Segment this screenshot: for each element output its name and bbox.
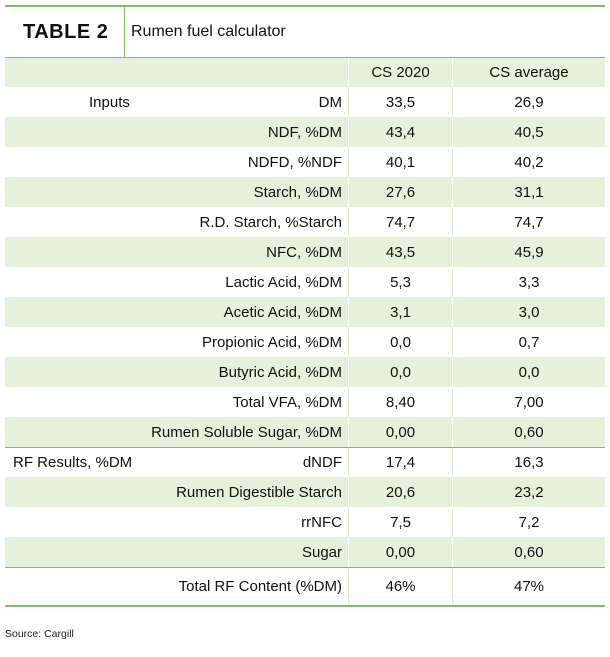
row-label: Rumen Soluble Sugar, %DM <box>151 423 342 441</box>
cell-cs2020: 17,4 <box>348 448 452 477</box>
cell-cs2020: 0,0 <box>348 357 452 387</box>
row-label: dNDF <box>302 454 342 471</box>
table-row: Acetic Acid, %DM 3,1 3,0 <box>5 297 605 327</box>
cell-cs2020: 0,00 <box>348 417 452 447</box>
row-label: Total VFA, %DM <box>232 393 342 411</box>
cell-cs2020: 0,0 <box>348 327 452 357</box>
cell-csaverage: 40,2 <box>452 147 599 177</box>
cell-cs2020: 43,5 <box>348 237 452 267</box>
cell-csaverage: 3,3 <box>452 267 599 297</box>
row-label: NDF, %DM <box>267 123 342 141</box>
row-label: Acetic Acid, %DM <box>223 303 342 321</box>
row-label: rrNFC <box>301 513 342 531</box>
row-label: Sugar <box>301 543 342 561</box>
row-label: NDFD, %NDF <box>247 153 342 171</box>
total-csaverage: 47% <box>452 568 599 605</box>
table-row: RF Results, %DM dNDF 17,4 16,3 <box>5 447 605 477</box>
cell-csaverage: 7,2 <box>452 507 599 537</box>
table-number: TABLE 2 <box>5 7 125 57</box>
table-row: Propionic Acid, %DM 0,0 0,7 <box>5 327 605 357</box>
group-cell <box>5 327 145 357</box>
group-cell <box>5 147 145 177</box>
group-cell <box>5 507 145 537</box>
row-label: Lactic Acid, %DM <box>225 273 342 291</box>
group-cell <box>5 267 145 297</box>
cell-csaverage: 74,7 <box>452 207 599 237</box>
cell-cs2020: 8,40 <box>348 387 452 417</box>
cell-cs2020: 43,4 <box>348 117 452 147</box>
table-row: Inputs DM 33,5 26,9 <box>5 87 605 117</box>
table-row: Rumen Digestible Starch 20,6 23,2 <box>5 477 605 507</box>
table-header-row: CS 2020 CS average <box>5 57 605 87</box>
table-row: NFC, %DM 43,5 45,9 <box>5 237 605 267</box>
cell-cs2020: 3,1 <box>348 297 452 327</box>
group-label-inputs: Inputs <box>89 93 130 111</box>
cell-csaverage: 0,0 <box>452 357 599 387</box>
column-header-cs2020: CS 2020 <box>348 58 452 87</box>
row-label: Butyric Acid, %DM <box>218 363 342 381</box>
cell-csaverage: 0,7 <box>452 327 599 357</box>
total-cs2020: 46% <box>348 568 452 605</box>
cell-csaverage: 31,1 <box>452 177 599 207</box>
group-cell <box>5 237 145 267</box>
total-label: Total RF Content (%DM) <box>178 578 342 595</box>
group-cell <box>5 297 145 327</box>
table-row: Lactic Acid, %DM 5,3 3,3 <box>5 267 605 297</box>
group-cell <box>5 537 145 567</box>
cell-cs2020: 33,5 <box>348 87 452 117</box>
column-header-csaverage: CS average <box>452 58 599 87</box>
table-title-bar: TABLE 2 Rumen fuel calculator <box>5 5 605 57</box>
header-blank-label <box>145 58 348 87</box>
cell-csaverage: 3,0 <box>452 297 599 327</box>
cell-cs2020: 74,7 <box>348 207 452 237</box>
cell-csaverage: 40,5 <box>452 117 599 147</box>
header-blank-group <box>5 58 145 87</box>
group-cell <box>5 568 145 605</box>
table-row: NDF, %DM 43,4 40,5 <box>5 117 605 147</box>
group-cell <box>5 177 145 207</box>
table-row: Total VFA, %DM 8,40 7,00 <box>5 387 605 417</box>
cell-cs2020: 27,6 <box>348 177 452 207</box>
row-label: DM <box>318 93 342 111</box>
cell-csaverage: 23,2 <box>452 477 599 507</box>
table-row: Rumen Soluble Sugar, %DM 0,00 0,60 <box>5 417 605 447</box>
table-figure: TABLE 2 Rumen fuel calculator CS 2020 CS… <box>5 5 605 607</box>
row-label: Propionic Acid, %DM <box>201 333 342 351</box>
group-cell <box>5 207 145 237</box>
row-label: NFC, %DM <box>266 243 342 261</box>
total-row: Total RF Content (%DM) 46% 47% <box>5 567 605 607</box>
cell-cs2020: 0,00 <box>348 537 452 567</box>
table-row: Butyric Acid, %DM 0,0 0,0 <box>5 357 605 387</box>
cell-csaverage: 16,3 <box>452 448 599 477</box>
cell-cs2020: 5,3 <box>348 267 452 297</box>
table-row: Sugar 0,00 0,60 <box>5 537 605 567</box>
group-cell <box>5 477 145 507</box>
table-title: Rumen fuel calculator <box>131 23 286 40</box>
row-label: Rumen Digestible Starch <box>176 483 342 501</box>
table-row: NDFD, %NDF 40,1 40,2 <box>5 147 605 177</box>
group-cell <box>5 417 145 447</box>
cell-cs2020: 20,6 <box>348 477 452 507</box>
table-row: R.D. Starch, %Starch 74,7 74,7 <box>5 207 605 237</box>
cell-cs2020: 7,5 <box>348 507 452 537</box>
row-label: Starch, %DM <box>253 183 342 201</box>
cell-csaverage: 0,60 <box>452 417 599 447</box>
group-cell <box>5 117 145 147</box>
table-row: Starch, %DM 27,6 31,1 <box>5 177 605 207</box>
group-cell <box>5 387 145 417</box>
cell-csaverage: 0,60 <box>452 537 599 567</box>
cell-csaverage: 26,9 <box>452 87 599 117</box>
table-row: rrNFC 7,5 7,2 <box>5 507 605 537</box>
cell-csaverage: 45,9 <box>452 237 599 267</box>
group-label-rf-results: RF Results, %DM <box>13 454 133 471</box>
cell-csaverage: 7,00 <box>452 387 599 417</box>
row-label: R.D. Starch, %Starch <box>199 213 342 231</box>
source-note: Source: Cargill <box>5 628 74 640</box>
group-cell <box>5 357 145 387</box>
cell-cs2020: 40,1 <box>348 147 452 177</box>
